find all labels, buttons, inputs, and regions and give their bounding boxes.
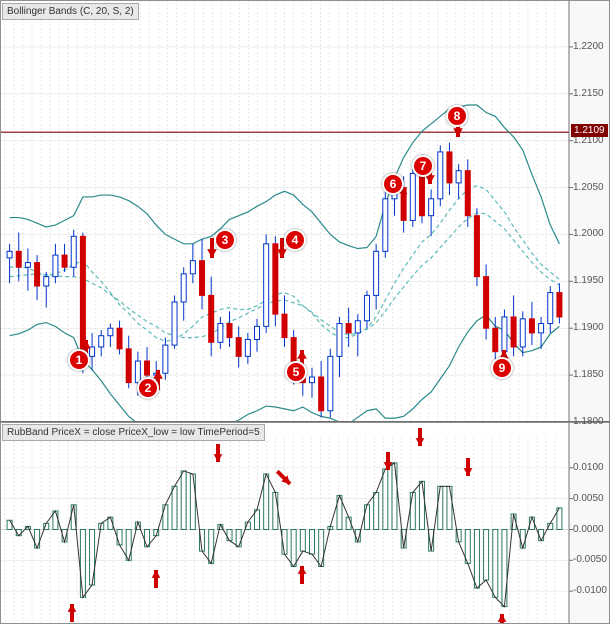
upper-ytick: 1.1950 (573, 275, 610, 286)
price-tag: 1.2109 (571, 124, 608, 137)
lower-ytick: 0.0000 (573, 524, 610, 535)
upper-ytick: 1.1900 (573, 322, 610, 333)
lower-ytick: 0.0050 (573, 493, 610, 504)
chart-container: Bollinger Bands (C, 20, S, 2) 1.2109 1.1… (0, 0, 610, 624)
upper-ytick: 1.2150 (573, 88, 610, 99)
lower-panel: RubBand PriceX = close PriceX_low = low … (0, 422, 610, 624)
lower-title: RubBand PriceX = close PriceX_low = low … (2, 424, 265, 441)
upper-ytick: 1.2000 (573, 228, 610, 239)
upper-panel: Bollinger Bands (C, 20, S, 2) 1.2109 1.1… (0, 0, 610, 422)
lower-ytick: -0.0100 (573, 585, 610, 596)
upper-canvas (0, 0, 610, 422)
lower-ytick: 0.0100 (573, 462, 610, 473)
lower-canvas (0, 422, 610, 624)
upper-ytick: 1.2050 (573, 182, 610, 193)
upper-ytick: 1.1800 (573, 416, 610, 427)
upper-title: Bollinger Bands (C, 20, S, 2) (2, 3, 139, 20)
upper-ytick: 1.1850 (573, 369, 610, 380)
lower-ytick: -0.0050 (573, 554, 610, 565)
upper-ytick: 1.2200 (573, 41, 610, 52)
